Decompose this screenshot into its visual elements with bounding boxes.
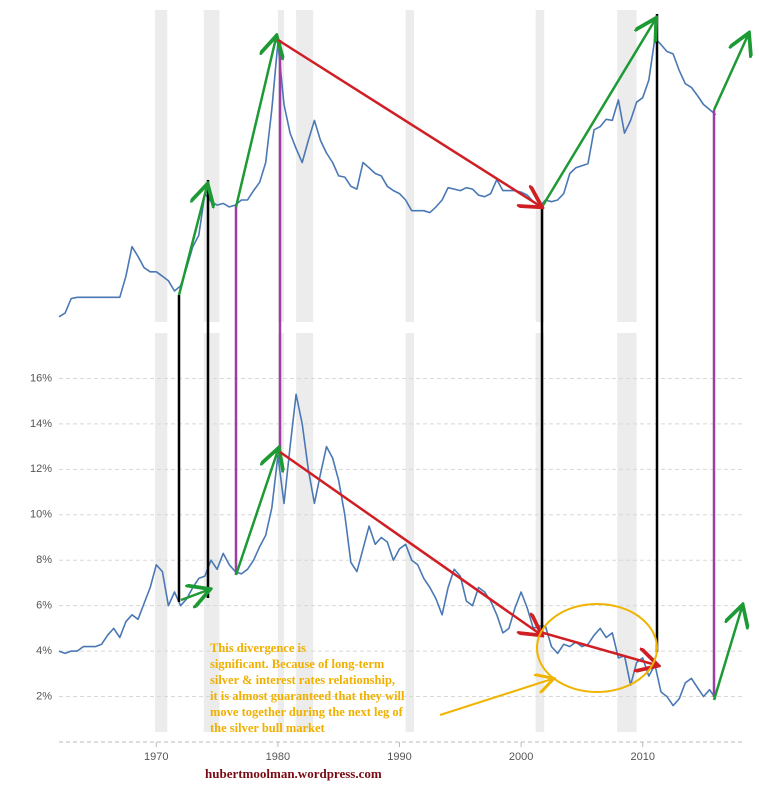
recession-band	[155, 10, 168, 322]
recession-band	[296, 10, 314, 322]
annotation-layer	[177, 14, 748, 716]
y-tick-label: 16%	[30, 372, 52, 384]
trend-arrow	[279, 450, 540, 634]
recession-band	[535, 333, 545, 732]
annotation-text: the silver bull market	[210, 721, 326, 735]
recession-band	[405, 10, 415, 322]
x-tick-label: 1970	[144, 751, 168, 763]
trend-arrow	[234, 450, 278, 576]
source-credit: hubertmoolman.wordpress.com	[205, 766, 382, 781]
y-tick-label: 8%	[36, 554, 52, 566]
recession-band	[277, 333, 284, 732]
annotation-text: silver & interest rates relationship,	[210, 673, 395, 687]
recession-band	[155, 333, 168, 732]
x-tick-label: 2000	[509, 751, 533, 763]
background-layer: 2% 4% 6% 8% 10% 12% 14% 16% 1970 1980 1990 2000 2010	[30, 10, 745, 763]
recession-band	[296, 333, 314, 732]
recession-band	[405, 333, 415, 732]
annotation-text: it is almost guaranteed that they will	[210, 689, 405, 703]
plot-layer	[58, 37, 717, 707]
x-tick-label: 1980	[266, 751, 290, 763]
y-tick-label: 12%	[30, 463, 52, 475]
x-tick-label: 1990	[387, 751, 411, 763]
x-tick-label: 2010	[630, 751, 654, 763]
pointer-arrow	[439, 679, 552, 716]
annotation-text: significant. Because of long-term	[210, 657, 385, 671]
recession-band	[617, 10, 637, 322]
y-tick-label: 4%	[36, 645, 52, 657]
trend-arrow	[180, 590, 208, 600]
y-tick-label: 10%	[30, 509, 52, 521]
trend-arrow	[177, 186, 207, 296]
y-tick-label: 14%	[30, 418, 52, 430]
annotation-text: move together during the next leg of	[210, 705, 404, 719]
trend-arrow	[712, 35, 748, 111]
trend-arrow	[540, 20, 655, 208]
highlight-ellipse	[536, 603, 658, 693]
trend-arrow	[277, 38, 540, 206]
trend-arrow	[539, 630, 656, 665]
recession-band	[617, 333, 637, 732]
annotation-text: This divergence is	[210, 641, 306, 655]
recession-band	[203, 10, 220, 322]
y-tick-label: 2%	[36, 690, 52, 702]
data-line	[58, 393, 717, 707]
recession-band	[535, 10, 545, 322]
y-tick-label: 6%	[36, 600, 52, 612]
trend-arrow	[234, 38, 276, 208]
data-line	[58, 37, 717, 318]
trend-arrow	[712, 607, 742, 701]
